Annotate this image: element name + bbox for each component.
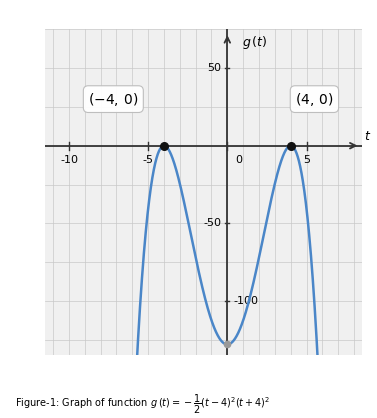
Text: $(-4,\,0)$: $(-4,\,0)$ [88,91,138,107]
Text: Figure-1: Graph of function $g\,(t) = -\dfrac{1}{2}(t-4)^2(t+4)^2$: Figure-1: Graph of function $g\,(t) = -\… [15,393,270,416]
Text: $g\,(t)$: $g\,(t)$ [242,34,267,51]
Text: $t$: $t$ [363,130,371,143]
Text: -100: -100 [234,296,259,306]
Text: $(4,\,0)$: $(4,\,0)$ [295,91,334,107]
Text: -10: -10 [60,155,78,165]
Text: 0: 0 [235,155,242,165]
Text: -50: -50 [203,218,221,228]
Text: 50: 50 [207,63,221,73]
Text: 5: 5 [303,155,310,165]
Text: -5: -5 [143,155,154,165]
